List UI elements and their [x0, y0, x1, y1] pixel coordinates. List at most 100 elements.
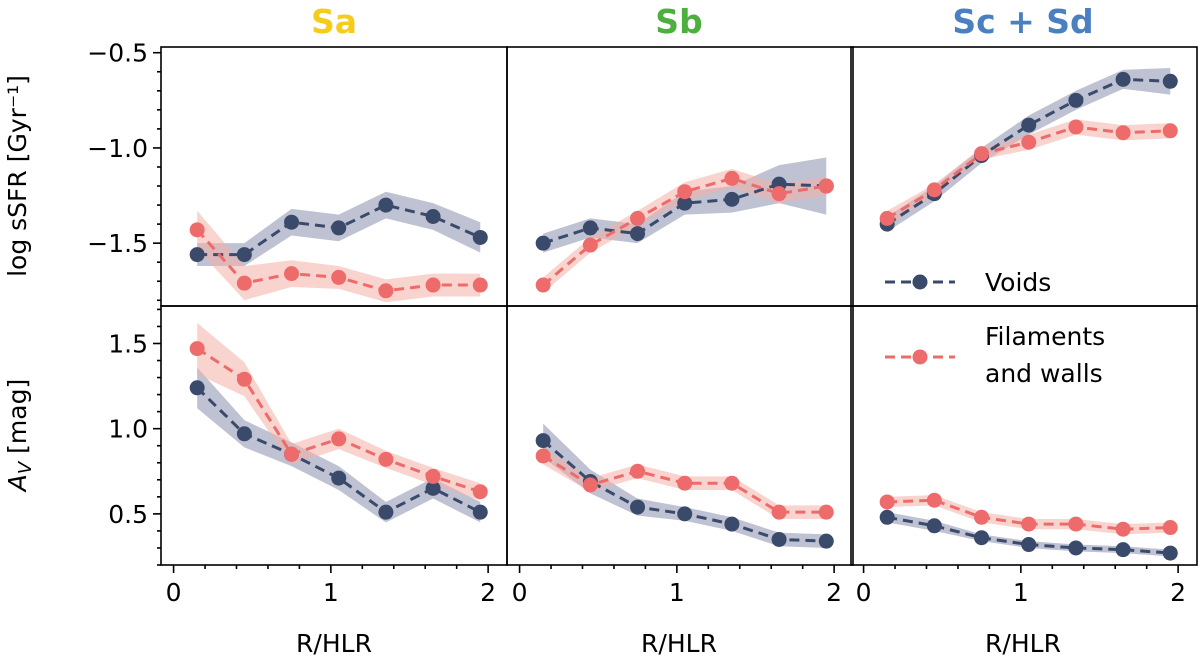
point-filaments — [974, 146, 990, 162]
point-voids — [1115, 71, 1131, 87]
panel-r0-c0: −0.5 −1.0 −1.5 — [87, 39, 508, 307]
ytick-label: 0.5 — [108, 500, 148, 529]
band-voids — [197, 367, 481, 523]
point-voids — [724, 191, 740, 207]
panel-r0-c1 — [506, 46, 854, 307]
panel-r1-c2: 0 1 2 — [850, 305, 1198, 607]
point-voids — [1021, 117, 1037, 133]
point-filaments — [724, 475, 740, 491]
point-filaments — [879, 210, 895, 226]
point-voids — [724, 516, 740, 532]
point-filaments — [630, 210, 646, 226]
point-voids — [236, 426, 252, 442]
point-filaments — [1115, 125, 1131, 141]
xtick-label: 0 — [166, 578, 182, 607]
point-voids — [1021, 537, 1037, 553]
point-filaments — [926, 492, 942, 508]
line-voids — [542, 439, 827, 543]
point-filaments — [535, 448, 551, 464]
point-voids — [472, 504, 488, 520]
point-voids — [236, 247, 252, 263]
ytick-label: 1.0 — [108, 415, 148, 444]
point-voids — [378, 504, 394, 520]
col-title-sb: Sb — [655, 2, 702, 41]
point-filaments — [926, 182, 942, 198]
band-filaments — [197, 323, 481, 501]
point-filaments — [724, 170, 740, 186]
point-voids — [1068, 92, 1084, 108]
point-voids — [331, 220, 347, 236]
point-filaments — [331, 431, 347, 447]
ytick-label: 1.5 — [108, 329, 148, 358]
col-title-sa: Sa — [311, 2, 357, 41]
ytick-label: −0.5 — [87, 39, 148, 68]
legend-voids-label: Voids — [985, 268, 1051, 297]
xtick-label: 0 — [856, 578, 872, 607]
xlabel-col-3: R/HLR — [985, 629, 1061, 658]
xlabel-col-2: R/HLR — [641, 629, 717, 658]
point-filaments — [1068, 119, 1084, 135]
point-voids — [630, 226, 646, 242]
point-voids — [926, 518, 942, 534]
point-voids — [630, 499, 646, 515]
ytick-label: −1.5 — [87, 229, 148, 258]
point-filaments — [472, 484, 488, 500]
point-voids — [879, 509, 895, 525]
point-voids — [974, 530, 990, 546]
panel-r0-c2 — [850, 46, 1198, 307]
point-filaments — [818, 504, 834, 520]
point-filaments — [582, 477, 598, 493]
point-voids — [331, 470, 347, 486]
point-filaments — [425, 468, 441, 484]
xtick-label: 2 — [826, 578, 842, 607]
point-filaments — [472, 277, 488, 293]
band-filaments — [197, 210, 481, 303]
point-filaments — [582, 237, 598, 253]
point-voids — [425, 480, 441, 496]
band-voids — [887, 67, 1171, 232]
point-filaments — [1115, 521, 1131, 537]
point-voids — [189, 380, 205, 396]
xtick-label: 2 — [480, 578, 496, 607]
plot-layer: −0.5−1.0−1.50.51.01.50 1 2 0 1 2 0 1 2 — [87, 39, 1198, 607]
ylabel-bottom-unit: [mag] — [3, 379, 32, 462]
legend-voids-marker — [912, 274, 928, 290]
point-voids — [677, 195, 693, 211]
point-voids — [818, 533, 834, 549]
legend-filaments-marker — [912, 349, 928, 365]
point-filaments — [284, 266, 300, 282]
ylabel-bottom-sub: V — [15, 460, 36, 474]
point-voids — [425, 208, 441, 224]
point-voids — [582, 220, 598, 236]
xtick-label: 1 — [669, 578, 685, 607]
point-voids — [677, 506, 693, 522]
point-filaments — [1162, 520, 1178, 536]
point-filaments — [331, 269, 347, 285]
ytick-label: −1.0 — [87, 134, 148, 163]
point-voids — [771, 531, 787, 547]
xlabel-col-1: R/HLR — [296, 629, 372, 658]
point-filaments — [1021, 516, 1037, 532]
point-filaments — [771, 504, 787, 520]
point-voids — [284, 214, 300, 230]
point-filaments — [535, 277, 551, 293]
point-voids — [1162, 73, 1178, 89]
point-filaments — [189, 222, 205, 238]
col-title-sc-sd: Sc + Sd — [952, 2, 1093, 41]
legend: Voids Filaments and walls — [885, 268, 1105, 388]
point-filaments — [1021, 134, 1037, 150]
point-voids — [1068, 540, 1084, 556]
point-filaments — [677, 184, 693, 200]
band-filaments — [887, 495, 1171, 535]
point-voids — [1115, 542, 1131, 558]
point-filaments — [771, 186, 787, 202]
ylabel-top: log sSFR [Gyr⁻¹] — [3, 75, 32, 277]
point-voids — [189, 247, 205, 263]
point-filaments — [284, 446, 300, 462]
ylabel-bottom: AV [mag] — [3, 379, 36, 493]
legend-filaments-label-1: Filaments — [985, 322, 1105, 351]
panel-r1-c1: 0 1 2 — [506, 305, 854, 607]
xtick-label: 2 — [1170, 578, 1186, 607]
point-filaments — [630, 463, 646, 479]
